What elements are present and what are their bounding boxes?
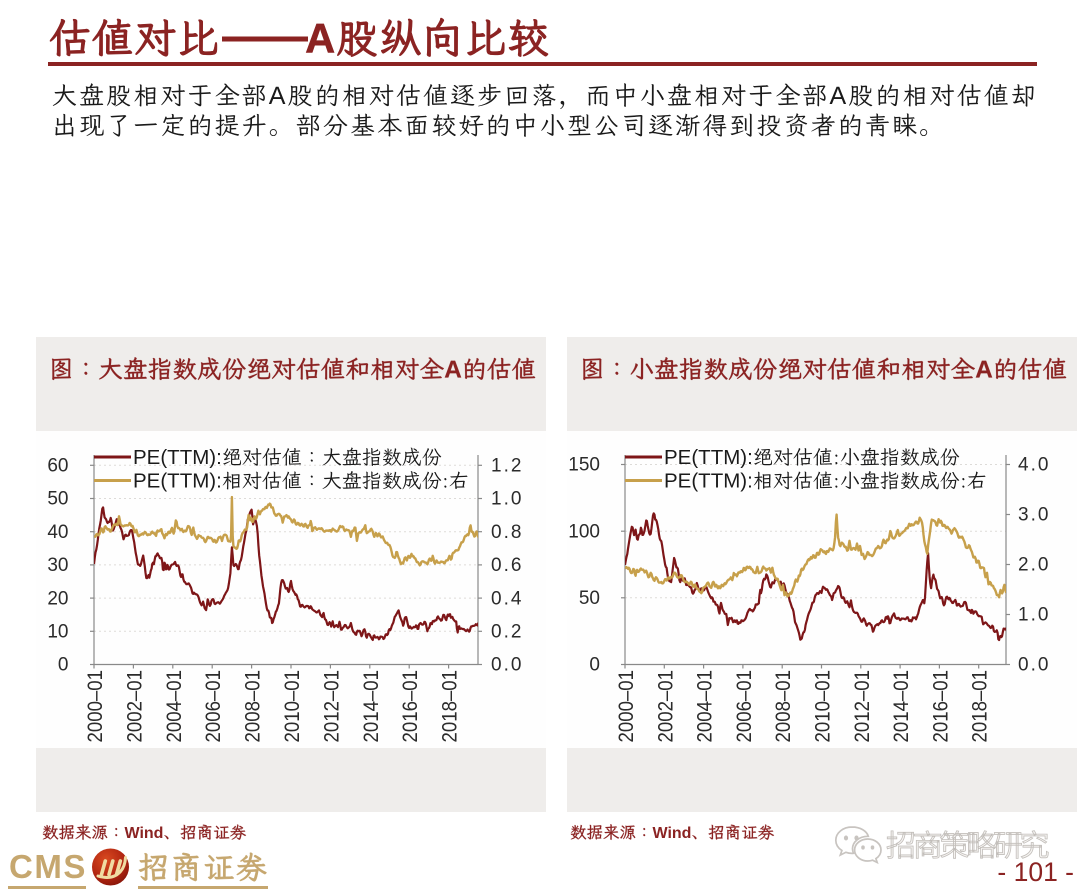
svg-text:0: 0 — [589, 655, 600, 676]
svg-text:2.0: 2.0 — [1018, 555, 1050, 576]
svg-text:50: 50 — [579, 588, 600, 609]
svg-text:PE(TTM):: PE(TTM): — [133, 446, 222, 469]
svg-text:50: 50 — [47, 489, 68, 510]
svg-text:40: 40 — [47, 522, 68, 543]
svg-text:2004–01: 2004–01 — [162, 670, 186, 743]
svg-text:0.2: 0.2 — [491, 622, 523, 643]
svg-text:2006–01: 2006–01 — [201, 670, 225, 743]
svg-text:2018–01: 2018–01 — [438, 670, 462, 743]
svg-text:2014–01: 2014–01 — [889, 670, 913, 743]
svg-text:2006–01: 2006–01 — [732, 670, 756, 743]
svg-text:2018–01: 2018–01 — [968, 670, 992, 743]
svg-text:2010–01: 2010–01 — [280, 670, 304, 743]
svg-text:100: 100 — [568, 521, 600, 542]
svg-text:2014–01: 2014–01 — [359, 670, 383, 743]
svg-text:2012–01: 2012–01 — [319, 670, 343, 743]
svg-text:1.2: 1.2 — [491, 456, 523, 477]
svg-text:20: 20 — [47, 588, 68, 609]
svg-text:0.4: 0.4 — [491, 588, 523, 609]
svg-text:30: 30 — [47, 555, 68, 576]
svg-text:2000–01: 2000–01 — [614, 670, 638, 743]
svg-text:2002–01: 2002–01 — [653, 670, 677, 743]
svg-text:2016–01: 2016–01 — [928, 670, 952, 743]
svg-text:10: 10 — [47, 622, 68, 643]
svg-text:PE(TTM):: PE(TTM): — [664, 470, 753, 493]
svg-text:150: 150 — [568, 455, 600, 476]
svg-text:4.0: 4.0 — [1018, 455, 1050, 476]
svg-text:2004–01: 2004–01 — [693, 670, 717, 743]
svg-text:0.0: 0.0 — [1018, 655, 1050, 676]
svg-text:PE(TTM):: PE(TTM): — [664, 446, 753, 469]
svg-text:2010–01: 2010–01 — [811, 670, 835, 743]
svg-text:PE(TTM):: PE(TTM): — [133, 470, 222, 493]
svg-text:60: 60 — [47, 456, 68, 477]
svg-text:0.6: 0.6 — [491, 555, 523, 576]
svg-text:2016–01: 2016–01 — [398, 670, 422, 743]
svg-text:0.0: 0.0 — [491, 655, 523, 676]
svg-text:Wind: Wind — [125, 825, 164, 842]
svg-text:0: 0 — [58, 655, 69, 676]
svg-text:2008–01: 2008–01 — [771, 670, 795, 743]
svg-text:CMS: CMS — [9, 848, 87, 885]
svg-text:2008–01: 2008–01 — [241, 670, 265, 743]
svg-text:Wind: Wind — [653, 825, 692, 842]
svg-text:1.0: 1.0 — [491, 489, 523, 510]
svg-text:2012–01: 2012–01 — [850, 670, 874, 743]
svg-text:2002–01: 2002–01 — [122, 670, 146, 743]
svg-text:- 101 -: - 101 - — [997, 857, 1074, 887]
svg-text:1.0: 1.0 — [1018, 605, 1050, 626]
svg-text:2000–01: 2000–01 — [83, 670, 107, 743]
svg-text:3.0: 3.0 — [1018, 505, 1050, 526]
svg-text:0.8: 0.8 — [491, 522, 523, 543]
